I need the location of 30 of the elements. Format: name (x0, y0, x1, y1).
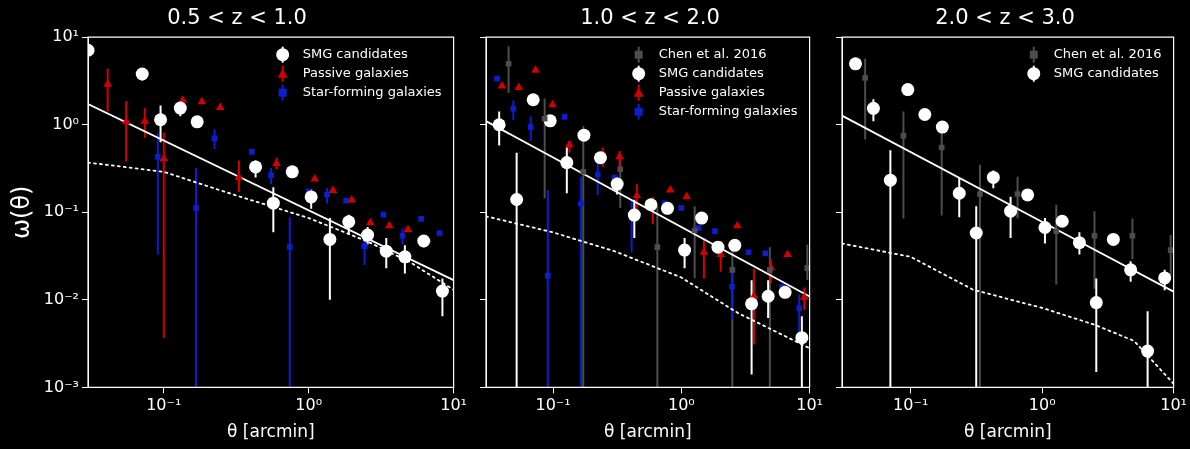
y-axis-title: ω(θ) (6, 185, 35, 240)
legend-label: Chen et al. 2016 (1053, 46, 1162, 62)
x-tick-label: 10⁻¹ (893, 395, 929, 415)
x-tick-label: 10⁰ (295, 395, 323, 415)
chart-title: 1.0 < z < 2.0 (580, 5, 720, 30)
legend-label: SMG candidates (1053, 65, 1159, 81)
legend-label: Chen et al. 2016 (658, 46, 767, 62)
x-axis-title: θ [arcmin] (964, 421, 1052, 442)
y-tick-label: 10¹ (52, 26, 80, 46)
x-axis-title: θ [arcmin] (227, 421, 315, 442)
y-tick-label: 10⁻³ (43, 376, 80, 396)
legend-label: SMG candidates (658, 65, 764, 81)
x-tick-label: 10⁻¹ (535, 395, 571, 415)
legend-label: Passive galaxies (658, 84, 765, 100)
y-tick-label: 10⁻¹ (43, 201, 80, 221)
y-tick-label: 10⁻² (43, 289, 80, 309)
legend-label: Star-forming galaxies (658, 103, 798, 119)
chart-title: 2.0 < z < 3.0 (935, 5, 1075, 30)
legend-label: Star-forming galaxies (302, 84, 442, 100)
y-tick-label: 10⁰ (52, 113, 80, 133)
x-tick-label: 10¹ (440, 395, 467, 415)
x-tick-label: 10⁰ (667, 395, 695, 415)
legend-label: SMG candidates (302, 46, 408, 62)
x-tick-label: 10¹ (796, 395, 823, 415)
x-axis-title: θ [arcmin] (604, 421, 692, 442)
x-tick-label: 10¹ (1160, 395, 1187, 415)
x-tick-label: 10⁰ (1028, 395, 1056, 415)
x-tick-label: 10⁻¹ (146, 395, 182, 415)
legend-label: Passive galaxies (302, 65, 409, 81)
chart-title: 0.5 < z < 1.0 (167, 5, 307, 30)
